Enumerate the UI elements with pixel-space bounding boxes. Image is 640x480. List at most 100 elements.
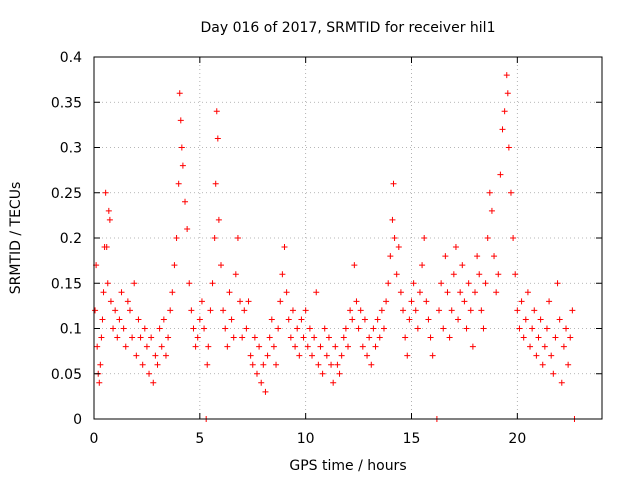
data-point: [104, 280, 111, 287]
y-tick-label: 0.25: [51, 186, 82, 202]
data-point: [412, 307, 419, 314]
data-point: [204, 361, 211, 368]
data-point: [512, 271, 519, 278]
data-point: [505, 144, 512, 151]
data-point: [289, 307, 296, 314]
data-point: [558, 379, 565, 386]
data-point: [184, 225, 191, 232]
data-point: [387, 253, 394, 260]
data-point: [323, 352, 330, 359]
data-point: [135, 316, 142, 323]
data-point: [524, 289, 531, 296]
data-point: [499, 126, 506, 133]
data-point: [504, 90, 511, 97]
data-point: [110, 325, 117, 332]
data-point: [452, 244, 459, 251]
data-point: [457, 289, 464, 296]
data-point: [421, 235, 428, 241]
data-point: [201, 325, 208, 332]
data-point: [328, 361, 335, 368]
data-point: [319, 370, 326, 377]
data-point: [154, 361, 161, 368]
data-point: [158, 343, 165, 350]
data-point: [100, 289, 107, 296]
data-point: [486, 189, 493, 196]
data-point: [285, 316, 292, 323]
data-point: [345, 343, 351, 350]
data-point: [478, 307, 485, 314]
data-point: [474, 253, 481, 260]
data-point: [207, 307, 214, 314]
data-point: [455, 316, 462, 323]
data-point: [429, 352, 436, 359]
data-point: [353, 298, 360, 305]
y-tick-label: 0.1: [60, 322, 82, 338]
data-point: [103, 244, 110, 251]
data-point: [351, 262, 358, 269]
data-point: [397, 289, 404, 296]
data-point: [129, 334, 136, 341]
data-point: [107, 298, 114, 305]
data-point: [467, 307, 474, 314]
data-point: [383, 298, 390, 305]
data-point: [330, 379, 337, 386]
data-point: [268, 316, 275, 323]
data-point: [389, 216, 396, 223]
data-point: [245, 298, 252, 305]
data-point: [546, 298, 553, 305]
data-point: [94, 343, 101, 350]
data-point: [139, 361, 146, 368]
data-point: [298, 316, 305, 323]
data-point: [317, 343, 324, 350]
data-point: [533, 352, 540, 359]
data-point: [537, 316, 544, 323]
data-point: [218, 262, 224, 269]
data-point: [380, 325, 387, 332]
data-point: [336, 370, 343, 377]
data-point: [541, 343, 548, 350]
data-point: [222, 325, 229, 332]
data-point: [131, 280, 138, 287]
data-point: [258, 379, 265, 386]
data-point: [198, 298, 205, 305]
data-point: [390, 180, 397, 187]
y-tick-label: 0.35: [51, 95, 82, 111]
data-point: [264, 352, 271, 359]
data-point: [395, 244, 402, 251]
data-point: [414, 325, 421, 332]
data-point: [465, 280, 472, 287]
data-point: [92, 307, 99, 314]
data-point: [133, 352, 140, 359]
data-point: [567, 334, 574, 341]
data-point: [548, 352, 555, 359]
data-point: [438, 280, 445, 287]
data-point: [539, 361, 546, 368]
data-point: [550, 370, 557, 377]
data-point: [503, 72, 510, 79]
data-point: [425, 316, 432, 323]
data-point: [516, 325, 523, 332]
data-point: [427, 334, 434, 341]
data-point: [102, 189, 109, 196]
data-point: [118, 289, 125, 296]
x-tick-label: 5: [195, 431, 204, 447]
data-point: [497, 171, 504, 178]
data-point: [192, 343, 199, 350]
data-point: [565, 361, 572, 368]
x-tick-label: 15: [403, 431, 421, 447]
data-point: [188, 307, 195, 314]
data-point: [491, 253, 498, 260]
data-point: [294, 325, 301, 332]
data-point: [406, 316, 413, 323]
data-point: [495, 271, 502, 278]
data-point: [404, 352, 411, 359]
data-point: [448, 307, 455, 314]
data-point: [361, 316, 368, 323]
data-point: [212, 180, 219, 187]
data-point: [296, 352, 303, 359]
data-point: [391, 235, 398, 241]
data-points: [92, 72, 578, 422]
data-point: [416, 289, 423, 296]
data-point: [178, 144, 185, 151]
